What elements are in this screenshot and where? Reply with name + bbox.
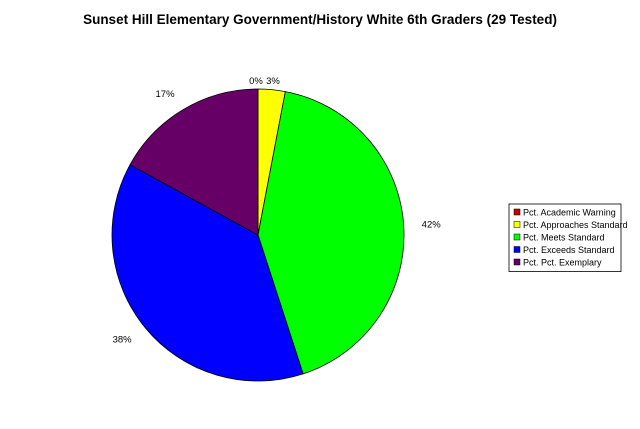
legend-label-pct-meets-standard: Pct. Meets Standard [523, 233, 605, 243]
legend-label-pct-exceeds-standard: Pct. Exceeds Standard [523, 245, 615, 255]
legend-swatch-pct-meets-standard [513, 233, 521, 241]
data-label-pct-meets-standard: 42% [422, 220, 442, 231]
pie-labels: 0% 3% 42% 38% 17% [113, 76, 442, 346]
legend-label-pct-approaches-standard: Pct. Approaches Standard [523, 220, 628, 230]
legend-label-pct-pct-exemplary: Pct. Pct. Exemplary [523, 258, 602, 268]
legend-swatch-pct-academic-warning [513, 208, 521, 216]
legend-swatch-pct-pct-exemplary [513, 258, 521, 266]
data-label-pct-approaches-standard: 3% [266, 76, 280, 87]
slice-pct-exceeds-standard [111, 164, 304, 382]
data-label-pct-pct-exemplary: 17% [156, 89, 176, 100]
data-label-pct-exceeds-standard: 38% [113, 335, 133, 346]
slice-pct-meets-standard [257, 91, 405, 375]
pie-slices [111, 88, 405, 382]
slice-pct-pct-exemplary [129, 88, 259, 236]
legend-box [508, 203, 622, 272]
chart-title: Sunset Hill Elementary Government/Histor… [83, 12, 557, 27]
legend-label-pct-academic-warning: Pct. Academic Warning [523, 208, 616, 218]
legend: Pct. Academic Warning Pct. Approaches Sta… [508, 203, 628, 272]
legend-swatch-pct-approaches-standard [513, 221, 521, 228]
legend-swatch-pct-exceeds-standard [513, 246, 521, 253]
data-label-pct-academic-warning: 0% [249, 76, 263, 87]
